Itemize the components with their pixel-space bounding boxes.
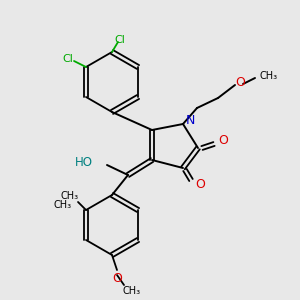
Text: O: O — [218, 134, 228, 148]
Text: O: O — [235, 76, 245, 88]
Text: CH₃: CH₃ — [54, 200, 72, 210]
Text: CH₃: CH₃ — [260, 71, 278, 81]
Text: CH₃: CH₃ — [123, 286, 141, 296]
Text: CH₃: CH₃ — [61, 191, 79, 201]
Text: O: O — [195, 178, 205, 191]
Text: N: N — [186, 115, 195, 128]
Text: Cl: Cl — [63, 54, 74, 64]
Text: HO: HO — [75, 157, 93, 169]
Text: Cl: Cl — [115, 35, 125, 45]
Text: O: O — [112, 272, 122, 286]
